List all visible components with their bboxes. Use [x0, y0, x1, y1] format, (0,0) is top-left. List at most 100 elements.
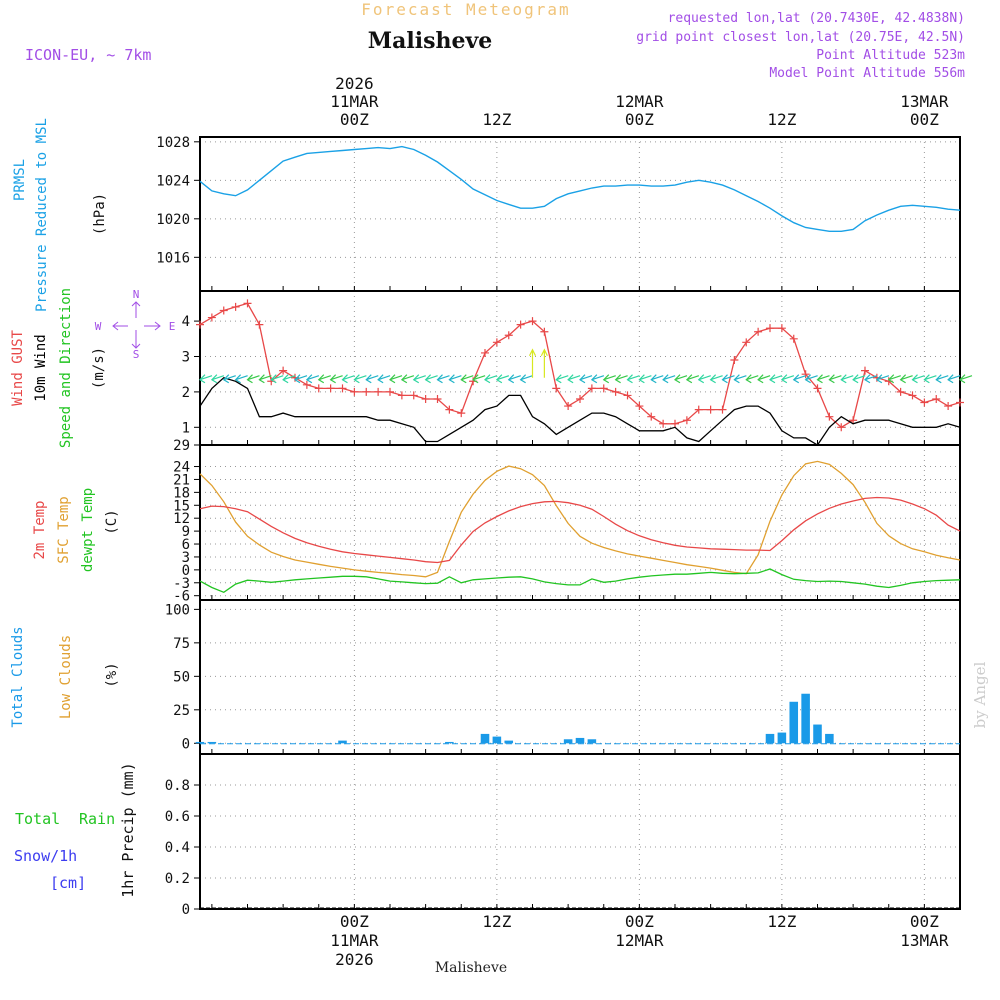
wind-direction-arrow	[436, 374, 450, 384]
label-prmsl: PRMSL	[12, 159, 28, 201]
wind-direction-arrow	[887, 374, 901, 384]
gust-marker	[682, 416, 691, 425]
ytick-label-temp: 29	[173, 438, 190, 454]
wind-direction-arrow	[935, 374, 949, 384]
wind-direction-arrow	[650, 374, 664, 384]
ytick-label-precip: 0.4	[165, 840, 190, 856]
cloud-bar	[575, 737, 585, 744]
bottom-time-label: 11MAR	[330, 931, 379, 950]
panel-frame-precip	[199, 753, 961, 910]
gust-marker	[706, 405, 715, 414]
title-forecast-meteogram: Forecast Meteogram	[361, 0, 570, 19]
wind-direction-arrow	[377, 374, 391, 384]
bottom-time-label: 00Z	[625, 912, 654, 931]
ytick-label-wind: 1	[182, 420, 190, 436]
cloud-bar	[587, 739, 597, 744]
model-label: ICON-EU, ~ 7km	[25, 46, 151, 64]
wind-direction-arrow	[590, 374, 605, 384]
wind-direction-arrow	[341, 374, 355, 384]
wind-direction-arrow	[745, 374, 759, 384]
gust-line	[199, 302, 961, 429]
gust-marker	[433, 394, 442, 403]
wind-direction-arrow	[769, 374, 783, 384]
label-celsius: (C)	[104, 509, 120, 534]
ytick-label-clouds: 25	[173, 703, 190, 719]
top-time-label: 2026	[335, 74, 374, 93]
gust-marker	[635, 402, 644, 411]
ytick-label-wind: 4	[182, 314, 190, 330]
wind-direction-arrow	[258, 374, 272, 384]
wind-direction-arrow	[602, 374, 616, 384]
wind-direction-arrow	[804, 374, 818, 384]
gust-marker	[611, 387, 620, 396]
gust-marker	[564, 402, 573, 411]
gust-marker	[302, 380, 311, 389]
gust-marker	[219, 306, 228, 315]
gust-marker	[671, 419, 679, 428]
wind-direction-arrow	[424, 374, 438, 384]
cloud-bar	[801, 693, 810, 744]
label-dewpt-temp: dewpt Temp	[80, 488, 96, 572]
label-speed-direction: Speed and Direction	[58, 288, 74, 448]
label-rain: Rain	[79, 810, 115, 828]
wind-direction-arrow	[495, 374, 510, 384]
label-ms: (m/s)	[91, 347, 107, 389]
bottom-time-label: 12Z	[482, 912, 511, 931]
wind-direction-arrow	[780, 374, 795, 384]
wind-direction-arrow	[305, 374, 320, 384]
wind-direction-arrow	[911, 374, 925, 384]
wind-direction-arrow	[400, 374, 415, 384]
ytick-label-precip: 0.8	[165, 778, 190, 794]
wind-direction-arrow	[270, 374, 284, 384]
ytick-label-precip: 0.2	[165, 871, 190, 887]
ytick-label-temp: 24	[173, 460, 190, 476]
ytick-label-wind: 2	[182, 385, 190, 401]
gust-marker	[647, 412, 656, 421]
ytick-label-temp: 3	[182, 550, 190, 566]
label-total: Total	[15, 810, 60, 828]
wind-direction-arrow	[852, 374, 866, 384]
wind-direction-arrow	[875, 374, 890, 384]
bottom-time-label: 00Z	[340, 912, 369, 931]
wind-direction-arrow	[234, 374, 248, 384]
wind-direction-arrow	[899, 374, 913, 384]
gust-marker	[350, 387, 359, 396]
gust-marker	[421, 394, 430, 403]
wind-direction-arrow	[614, 374, 628, 384]
wind-direction-arrow	[507, 374, 521, 384]
gust-marker	[481, 348, 489, 357]
ytick-label-clouds: 100	[165, 602, 190, 618]
gust-marker	[255, 320, 264, 329]
ytick-label-temp: -3	[173, 576, 190, 592]
ytick-label-precip: 0.6	[165, 809, 190, 825]
credit-watermark: by Angel	[971, 661, 989, 728]
cloud-bar	[195, 741, 205, 744]
gust-marker	[457, 409, 466, 418]
label-snow: Snow/1h	[14, 847, 77, 865]
gust-marker	[730, 356, 739, 365]
ytick-label-temp: 0	[182, 563, 190, 579]
compass-s: S	[133, 348, 140, 361]
wind-direction-arrow	[540, 348, 548, 378]
compass-e: E	[169, 320, 176, 333]
cloud-bar	[492, 736, 502, 744]
label-cm: [cm]	[50, 874, 86, 892]
gust-marker	[694, 405, 703, 414]
top-time-label: 11MAR	[330, 92, 379, 111]
gust-marker	[196, 320, 204, 329]
wind-direction-arrow	[709, 374, 723, 384]
gust-marker	[920, 398, 929, 407]
label-2m-temp: 2m Temp	[32, 500, 48, 559]
label-10m-wind: 10m Wind	[33, 334, 49, 401]
wind-direction-arrow	[210, 374, 225, 384]
top-time-label: 12Z	[767, 110, 796, 129]
bottom-time-label: 12Z	[767, 912, 796, 931]
gust-marker	[504, 331, 513, 340]
wind-direction-arrow	[757, 374, 771, 384]
gust-marker	[908, 391, 917, 400]
bottom-time-label: 12MAR	[615, 931, 664, 950]
plot-area: 10161020102410281234-6-30369121518212429…	[156, 74, 973, 969]
gust-marker	[362, 387, 371, 396]
wind-direction-arrow	[389, 374, 403, 384]
wind-direction-arrow	[555, 374, 569, 384]
